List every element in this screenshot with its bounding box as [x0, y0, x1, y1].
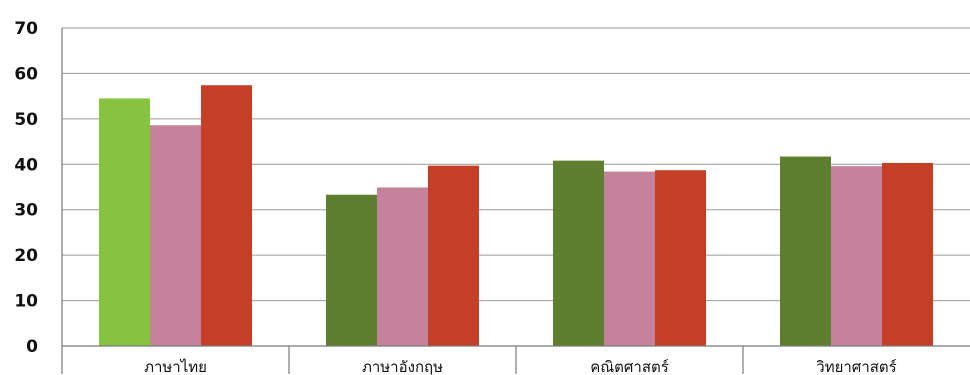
y-tick-label: 40 [14, 155, 38, 175]
bar-cat3-series2 [882, 162, 933, 346]
bar-cat3-series1 [831, 166, 882, 346]
bar-cat0-series2 [201, 85, 252, 347]
x-category-label: คณิตศาสตร์ [590, 358, 669, 375]
axes [61, 28, 970, 374]
y-tick-label: 50 [14, 110, 38, 130]
y-tick-label: 70 [14, 19, 38, 39]
bar-cat2-series2 [655, 170, 706, 346]
bar-cat1-series2 [428, 165, 479, 346]
bar-cat0-series0 [99, 98, 150, 347]
bar-cat1-series1 [377, 187, 428, 346]
x-category-label: ภาษาอังกฤษ [362, 358, 443, 375]
y-tick-label: 0 [26, 337, 38, 357]
bar-cat3-series0 [780, 156, 831, 346]
x-category-label: วิทยาศาสตร์ [816, 358, 897, 375]
y-tick-label: 10 [14, 292, 38, 312]
y-axis-ticks: 0 10 20 30 40 50 60 70 [14, 19, 38, 357]
y-tick-label: 20 [14, 246, 38, 266]
y-tick-label: 30 [14, 201, 38, 221]
bar-cat0-series1 [150, 125, 201, 347]
x-category-label: ภาษาไทย [144, 358, 207, 375]
y-tick-label: 60 [14, 64, 38, 84]
bar-cat1-series0 [326, 194, 377, 346]
x-axis-labels: ภาษาไทย ภาษาอังกฤษ คณิตศาสตร์ วิทยาศาสตร์ [144, 358, 897, 375]
bars [99, 85, 933, 347]
bar-cat2-series1 [604, 171, 655, 346]
bar-cat2-series0 [553, 160, 604, 346]
